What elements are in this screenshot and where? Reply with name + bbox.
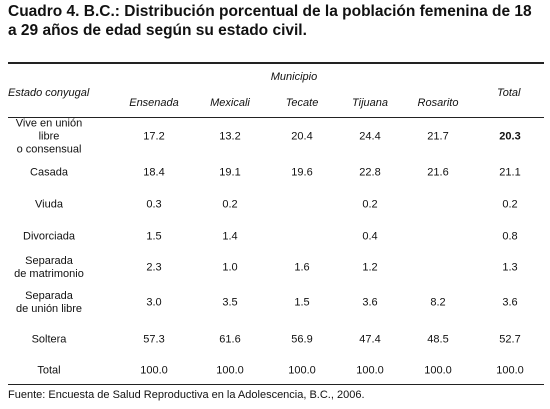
- table-cell: 1.5: [294, 296, 310, 309]
- table-cell: 56.9: [291, 333, 313, 346]
- table-cell: 8.2: [430, 296, 446, 309]
- table-cell: 1.6: [294, 261, 310, 274]
- table-cell: 21.6: [427, 166, 449, 179]
- table-cell: 20.4: [291, 130, 313, 143]
- table-cell: 3.5: [222, 296, 238, 309]
- header-municipio: Municipio: [270, 71, 318, 83]
- column-header-rosarito: Rosarito: [417, 97, 459, 109]
- row-label: Vive en unión libre o consensual: [15, 117, 83, 156]
- table-cell: 0.4: [362, 230, 378, 243]
- table-cell: 0.2: [362, 198, 378, 211]
- table-cell: 0.2: [502, 198, 518, 211]
- table-cell: 18.4: [143, 166, 165, 179]
- table-cell: 21.7: [427, 130, 449, 143]
- table-cell: 13.2: [219, 130, 241, 143]
- table-cell: 1.0: [222, 261, 238, 274]
- row-label: Viuda: [35, 198, 63, 211]
- column-header-mexicali: Mexicali: [210, 97, 250, 109]
- row-label: Separada de matrimonio: [14, 255, 84, 280]
- table-cell: 1.3: [502, 261, 518, 274]
- table-cell: 52.7: [499, 333, 521, 346]
- table-cell: 0.3: [146, 198, 162, 211]
- table-cell: 24.4: [359, 130, 381, 143]
- table-title: Cuadro 4. B.C.: Distribución porcentual …: [8, 3, 532, 39]
- top-rule: [8, 62, 544, 64]
- table-cell: 22.8: [359, 166, 381, 179]
- row-label: Divorciada: [23, 230, 75, 243]
- table-cell: 0.2: [222, 198, 238, 211]
- table-cell: 3.6: [502, 296, 518, 309]
- header-total: Total: [497, 87, 521, 99]
- table-cell: 3.0: [146, 296, 162, 309]
- table-cell: 100.0: [356, 364, 384, 377]
- table-cell: 100.0: [140, 364, 168, 377]
- table-cell: 21.1: [499, 166, 521, 179]
- table-cell: 20.3: [499, 130, 521, 143]
- table-cell: 100.0: [496, 364, 524, 377]
- table-cell: 100.0: [288, 364, 316, 377]
- row-label: Total: [37, 364, 61, 377]
- table-cell: 1.2: [362, 261, 378, 274]
- table-cell: 17.2: [143, 130, 165, 143]
- table-cell: 100.0: [424, 364, 452, 377]
- table-cell: 1.4: [222, 230, 238, 243]
- row-label: Casada: [30, 166, 68, 179]
- table-cell: 48.5: [427, 333, 449, 346]
- table-cell: 57.3: [143, 333, 165, 346]
- header-rule: [8, 117, 544, 118]
- column-header-ensenada: Ensenada: [129, 97, 179, 109]
- table-cell: 1.5: [146, 230, 162, 243]
- header-estado-conyugal: Estado conyugal: [8, 87, 90, 99]
- source-note: Fuente: Encuesta de Salud Reproductiva e…: [8, 389, 365, 401]
- table-cell: 19.6: [291, 166, 313, 179]
- table-cell: 47.4: [359, 333, 381, 346]
- table-cell: 2.3: [146, 261, 162, 274]
- column-header-tijuana: Tijuana: [352, 97, 388, 109]
- column-header-tecate: Tecate: [285, 97, 319, 109]
- row-label: Soltera: [31, 333, 67, 346]
- table-cell: 19.1: [219, 166, 241, 179]
- table-cell: 61.6: [219, 333, 241, 346]
- row-label: Separada de unión libre: [15, 290, 83, 315]
- bottom-rule: [8, 384, 544, 385]
- table-cell: 3.6: [362, 296, 378, 309]
- table-cell: 100.0: [216, 364, 244, 377]
- table-cell: 0.8: [502, 230, 518, 243]
